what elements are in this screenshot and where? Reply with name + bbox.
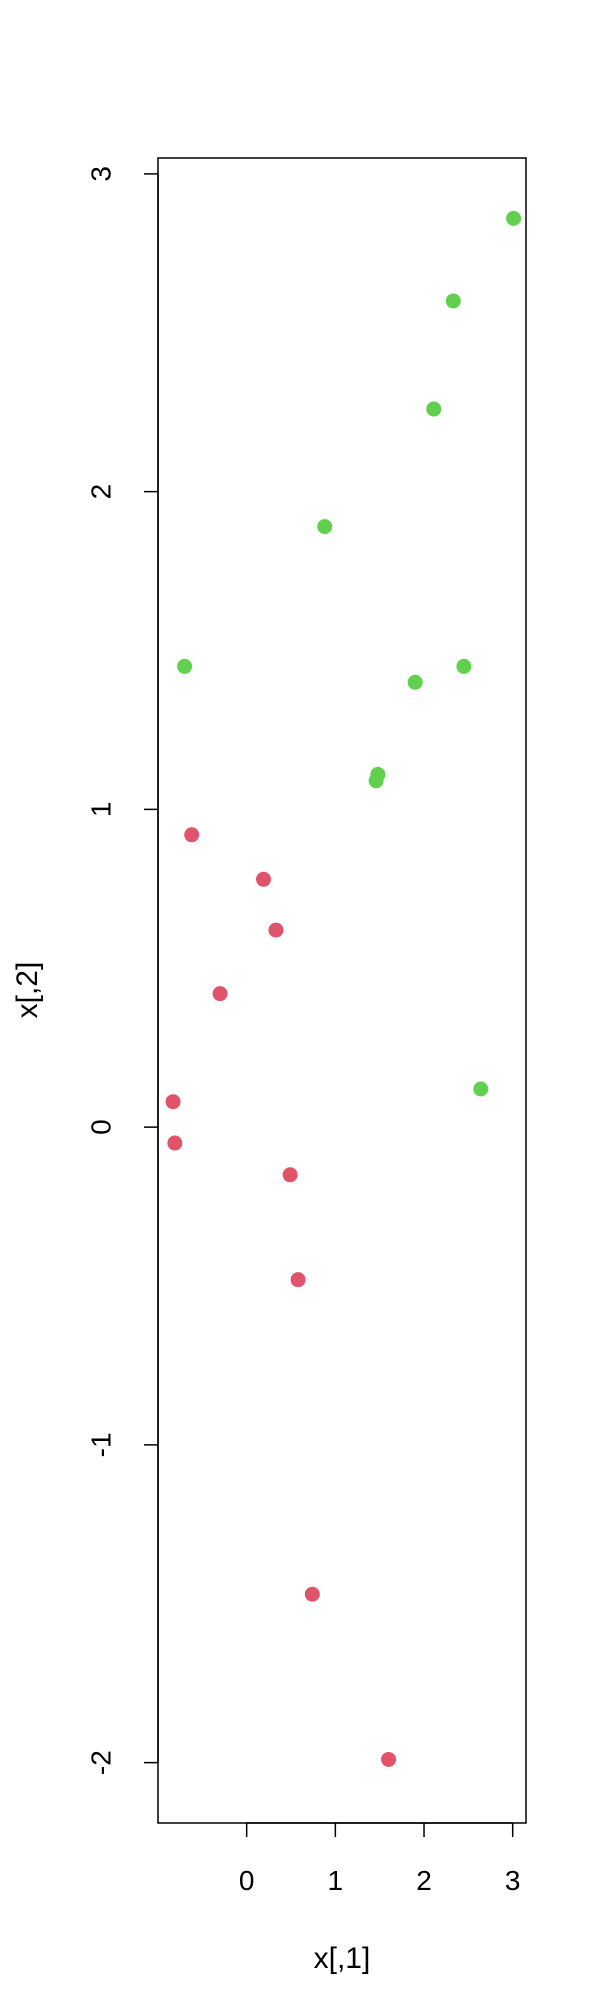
data-point — [506, 210, 522, 226]
y-tick-label: 3 — [85, 166, 116, 182]
data-point — [165, 1094, 181, 1110]
data-point — [304, 1586, 320, 1602]
plot-frame — [157, 157, 527, 1824]
x-tick-label: 1 — [328, 1865, 344, 1896]
data-point — [381, 1751, 397, 1767]
data-point — [456, 658, 472, 674]
data-point — [426, 401, 442, 417]
data-point — [177, 658, 193, 674]
x-tick-label: 3 — [505, 1865, 521, 1896]
data-point — [473, 1081, 489, 1097]
x-tick-label: 0 — [239, 1865, 255, 1896]
x-axis: 0 1 2 3 — [239, 1822, 521, 1896]
data-point — [368, 773, 384, 789]
data-point — [317, 519, 333, 535]
y-tick-label: -2 — [85, 1750, 116, 1775]
data-point — [282, 1167, 298, 1183]
data-point — [290, 1272, 306, 1288]
y-tick-label: 1 — [85, 802, 116, 818]
data-points — [165, 210, 522, 1767]
y-tick-label: -1 — [85, 1432, 116, 1457]
data-point — [184, 827, 200, 843]
data-point — [212, 986, 228, 1002]
y-tick-label: 2 — [85, 484, 116, 500]
y-axis-label: x[,2] — [11, 962, 44, 1019]
data-point — [256, 871, 272, 887]
data-point — [167, 1135, 183, 1151]
data-point — [407, 674, 423, 690]
y-axis: -2 -1 0 1 2 3 — [85, 166, 159, 1775]
data-point — [268, 922, 284, 938]
x-tick-label: 2 — [416, 1865, 432, 1896]
x-axis-label: x[,1] — [314, 1942, 371, 1975]
y-tick-label: 0 — [85, 1119, 116, 1135]
data-point — [445, 293, 461, 309]
